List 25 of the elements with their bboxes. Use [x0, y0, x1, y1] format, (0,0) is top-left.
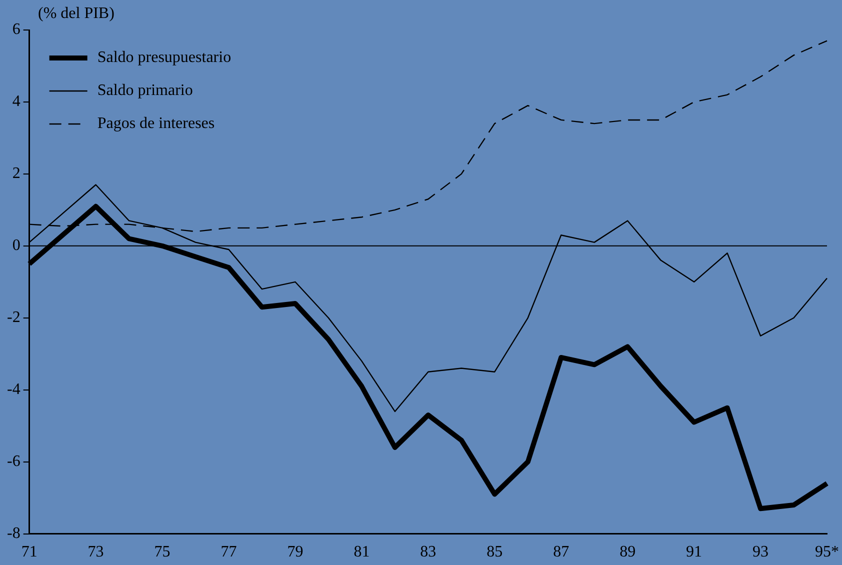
y-tick-label: -6	[7, 453, 20, 470]
x-tick-label: 75	[154, 544, 170, 561]
x-tick-label: 83	[420, 544, 436, 561]
x-tick-label: 73	[88, 544, 104, 561]
x-tick-label: 87	[553, 544, 570, 561]
x-tick-label: 93	[752, 544, 769, 561]
x-tick-label: 71	[21, 544, 38, 561]
legend-label: Saldo primario	[97, 82, 193, 100]
x-tick-label: 77	[220, 544, 237, 561]
y-tick-label: 2	[12, 165, 20, 182]
y-tick-label: -4	[7, 381, 20, 398]
y-tick-label: 4	[12, 93, 20, 110]
y-tick-label: -8	[7, 525, 20, 542]
x-tick-label: 91	[686, 544, 702, 561]
y-tick-label: 0	[12, 237, 20, 254]
y-tick-label: -2	[7, 309, 20, 326]
x-tick-label: 85	[486, 544, 503, 561]
x-tick-label: 89	[620, 544, 636, 561]
x-tick-label: 81	[354, 544, 370, 561]
legend-label: Pagos de intereses	[97, 115, 215, 132]
legend-label: Saldo presupuestario	[97, 49, 232, 66]
y-axis-title: (% del PIB)	[38, 5, 114, 22]
y-tick-label: 6	[12, 21, 20, 38]
x-tick-label: 79	[287, 544, 304, 561]
x-tick-label: 95*	[815, 544, 839, 561]
